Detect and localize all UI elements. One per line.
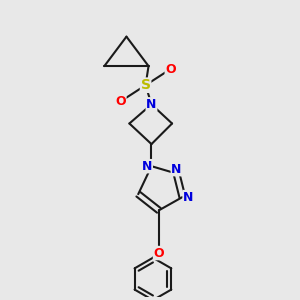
Text: N: N [171, 163, 182, 176]
Text: N: N [142, 160, 152, 173]
Text: O: O [165, 62, 176, 76]
Text: S: S [141, 78, 151, 92]
Text: N: N [183, 190, 194, 204]
Text: O: O [115, 95, 126, 108]
Text: O: O [154, 247, 164, 260]
Text: N: N [146, 98, 157, 111]
